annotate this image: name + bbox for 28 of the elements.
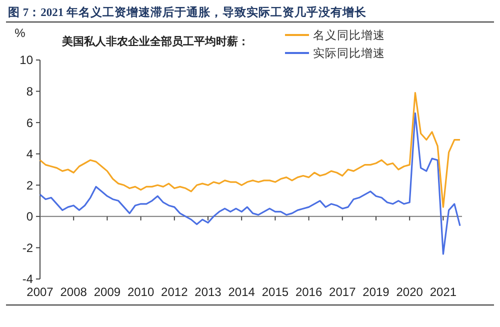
legend-label: 实际同比增速 <box>313 46 385 60</box>
x-tick-label: 2012 <box>161 285 188 299</box>
x-tick-label: 2010 <box>127 285 154 299</box>
y-tick-label: -2 <box>22 240 34 255</box>
chart-title: 图 7：2021 年名义工资增速滞后于通胀，导致实际工资几乎没有增长 <box>8 5 368 19</box>
x-tick-label: 2009 <box>94 285 121 299</box>
x-tick-label: 2008 <box>60 285 88 299</box>
x-tick-label: 2013 <box>194 285 222 299</box>
x-tick-label: 2015 <box>262 285 289 299</box>
x-tick-label: 2019 <box>362 285 390 299</box>
x-tick-label: 2021 <box>430 285 457 299</box>
y-tick-label: 4 <box>26 147 34 162</box>
y-tick-label: 8 <box>26 84 34 98</box>
line-series <box>39 112 461 255</box>
x-tick-label: 2007 <box>26 285 54 299</box>
y-tick-label: 2 <box>26 178 34 192</box>
x-tick-label: 2014 <box>228 285 256 299</box>
line-series <box>39 92 461 208</box>
chart-subtitle: 美国私人非农企业全部员工平均时薪： <box>61 35 249 48</box>
x-tick-label: 2017 <box>329 285 356 299</box>
y-tick-label: 6 <box>26 116 34 130</box>
y-tick-label: -4 <box>22 272 34 286</box>
x-tick-label: 2016 <box>295 285 322 299</box>
legend-label: 名义同比增速 <box>313 28 385 42</box>
y-tick-label: 10 <box>20 53 34 68</box>
x-tick-label: 2020 <box>396 285 424 299</box>
y-axis-title: % <box>14 26 26 40</box>
y-tick-label: 0 <box>26 210 34 224</box>
